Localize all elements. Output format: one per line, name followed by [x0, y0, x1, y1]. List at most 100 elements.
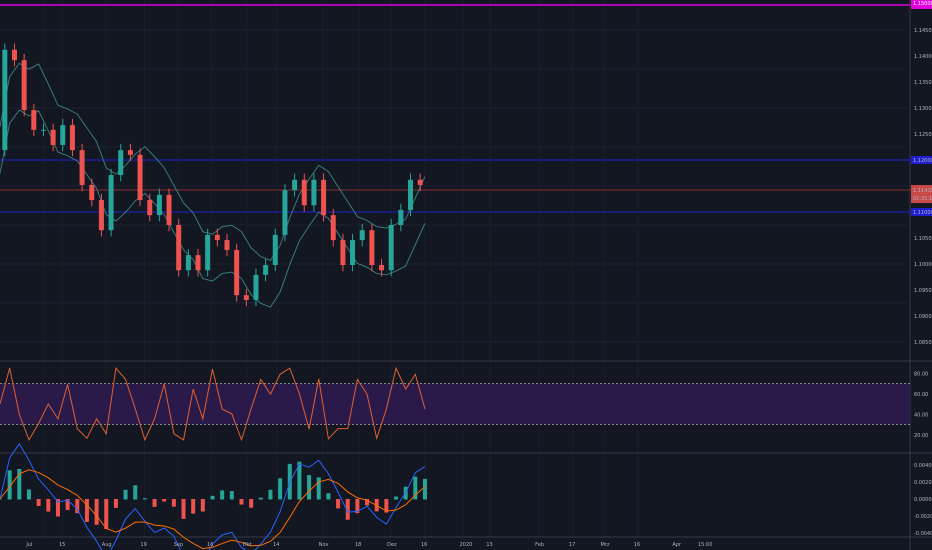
- candle: [408, 179, 414, 210]
- macd-histogram-bar: [162, 499, 167, 502]
- macd-histogram-bar: [142, 498, 147, 500]
- candle: [79, 150, 85, 185]
- macd-histogram-bar: [152, 499, 157, 507]
- price-tick: 1.09500: [914, 288, 932, 294]
- time-tick: 17: [569, 542, 575, 548]
- candle: [2, 49, 8, 151]
- candle: [214, 234, 220, 241]
- macd-histogram-bar: [94, 499, 99, 525]
- macd-histogram-bar: [307, 475, 312, 500]
- candle: [137, 154, 143, 201]
- macd-histogram-bar: [26, 489, 31, 500]
- time-tick: Dez: [387, 542, 397, 548]
- time-tick: 16: [207, 542, 213, 548]
- macd-histogram-bar: [104, 499, 109, 529]
- candle: [11, 49, 17, 61]
- macd-histogram-bar: [345, 499, 350, 520]
- candle: [272, 234, 278, 266]
- candle: [224, 240, 230, 250]
- time-tick: 18: [355, 542, 361, 548]
- time-tick: 2020: [460, 542, 473, 548]
- candle: [350, 240, 356, 266]
- candle: [234, 249, 240, 296]
- macd-histogram-bar: [355, 499, 360, 514]
- candle: [60, 125, 66, 145]
- macd-histogram-bar: [220, 490, 225, 500]
- macd-line: [0, 442, 426, 550]
- candle: [311, 179, 317, 206]
- price-tick: 1.12500: [914, 132, 932, 138]
- macd-histogram-bar: [336, 499, 341, 509]
- macd-histogram-bar: [171, 499, 176, 507]
- price-tick: 1.09000: [914, 314, 932, 320]
- time-tick: 16: [421, 542, 427, 548]
- candle: [282, 190, 288, 235]
- macd-histogram-bar: [210, 495, 215, 500]
- bollinger-upper: [0, 62, 426, 261]
- macd-histogram-bar: [278, 478, 283, 500]
- macd-histogram-bar: [75, 499, 80, 514]
- level-label-lower: 1.11000: [913, 210, 932, 216]
- candle: [21, 60, 27, 111]
- macd-histogram-bar: [297, 461, 302, 500]
- time-tick: 14: [273, 542, 279, 548]
- candle: [185, 255, 191, 271]
- macd-histogram-bar: [229, 491, 234, 500]
- level-label-bg: [911, 156, 932, 164]
- time-tick: 15: [59, 542, 65, 548]
- time-tick: Okt: [243, 542, 252, 548]
- time-tick: 15:00: [698, 542, 712, 548]
- time-tick: Mrz: [600, 542, 609, 548]
- price-tick: 1.13500: [914, 80, 932, 86]
- price-tick: 1.14500: [914, 28, 932, 34]
- candle: [89, 184, 95, 201]
- macd-histogram-bar: [200, 499, 205, 512]
- price-tick: 1.10000: [914, 262, 932, 268]
- macd-histogram-bar: [133, 485, 138, 500]
- candle: [301, 179, 307, 206]
- macd-histogram-bar: [249, 499, 254, 508]
- time-tick: Sep: [174, 542, 183, 548]
- level-label-bg: [911, 208, 932, 216]
- macd-tick: 0.00000: [914, 497, 932, 503]
- top-label: 1.15000: [911, 0, 932, 9]
- candle: [205, 234, 211, 271]
- price-tick: 1.13000: [914, 106, 932, 112]
- macd-histogram-bar: [258, 497, 263, 500]
- candle: [40, 129, 46, 131]
- candle: [330, 215, 336, 241]
- macd-histogram-bar: [113, 499, 118, 508]
- candle: [417, 179, 423, 185]
- macd-histogram-bar: [268, 489, 273, 500]
- signal-line: [0, 469, 426, 550]
- macd-histogram-bar: [65, 499, 70, 510]
- macd-histogram-bar: [394, 496, 399, 500]
- candle: [340, 240, 346, 266]
- time-tick: 16: [634, 542, 640, 548]
- time-tick: Nov: [319, 542, 329, 548]
- price-tick: 1.14000: [914, 54, 932, 60]
- macd-histogram-bar: [36, 499, 41, 507]
- countdown: 02:31:11: [913, 196, 932, 202]
- current-price: 1.11420: [913, 188, 932, 194]
- macd-histogram-bar: [365, 499, 370, 506]
- macd-histogram-bar: [326, 493, 331, 500]
- macd-histogram-bar: [55, 499, 60, 517]
- macd-histogram-bar: [123, 489, 128, 500]
- candle: [398, 209, 404, 225]
- candle: [263, 265, 269, 275]
- time-tick: 19: [140, 542, 146, 548]
- candle: [118, 150, 124, 176]
- macd-histogram-bar: [0, 499, 2, 500]
- candle: [195, 255, 201, 271]
- candle: [176, 225, 182, 271]
- candle: [243, 295, 249, 300]
- macd-histogram-bar: [413, 476, 418, 500]
- macd-histogram-bar: [84, 499, 89, 522]
